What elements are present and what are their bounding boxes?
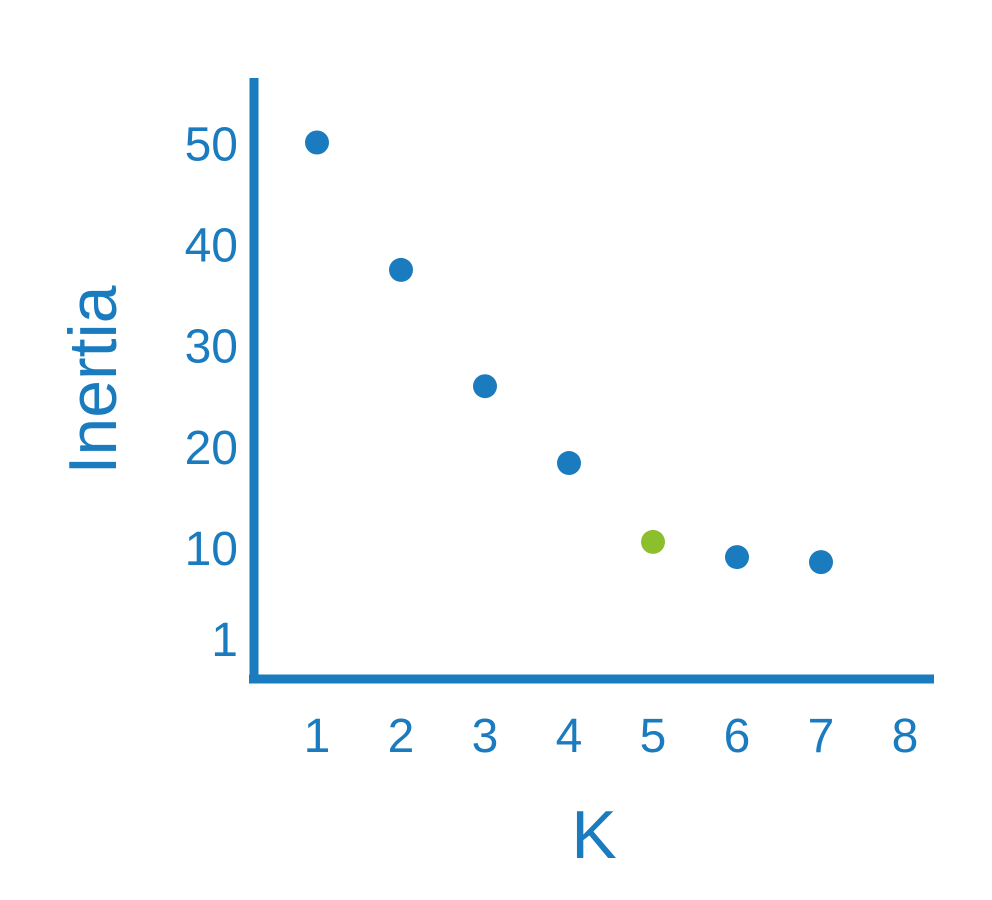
data-point [389, 257, 413, 282]
x-tick-label: 8 [892, 710, 919, 763]
y-tick-labels: 1 10 20 30 40 50 [185, 119, 238, 668]
data-point [557, 451, 581, 476]
data-point [809, 550, 833, 575]
y-tick-label: 10 [185, 523, 238, 576]
y-axis-title: Inertia [55, 285, 131, 474]
y-tick-label: 40 [185, 220, 238, 273]
x-tick-label: 1 [304, 710, 331, 763]
data-point [725, 545, 749, 570]
x-tick-label: 6 [724, 710, 751, 763]
highlighted-data-point [641, 529, 665, 554]
y-tick-label: 1 [211, 614, 238, 667]
x-tick-labels: 1 2 3 4 5 6 7 8 [304, 710, 919, 763]
y-tick-label: 30 [185, 321, 238, 374]
data-point [305, 130, 329, 155]
y-tick-label: 50 [185, 119, 238, 172]
y-tick-label: 20 [185, 422, 238, 475]
data-point [473, 374, 497, 399]
x-tick-label: 5 [640, 710, 667, 763]
x-axis-title: K [571, 797, 616, 873]
x-tick-label: 2 [388, 710, 415, 763]
data-points [305, 130, 833, 575]
x-tick-label: 3 [472, 710, 499, 763]
x-tick-label: 4 [556, 710, 583, 763]
x-tick-label: 7 [808, 710, 835, 763]
